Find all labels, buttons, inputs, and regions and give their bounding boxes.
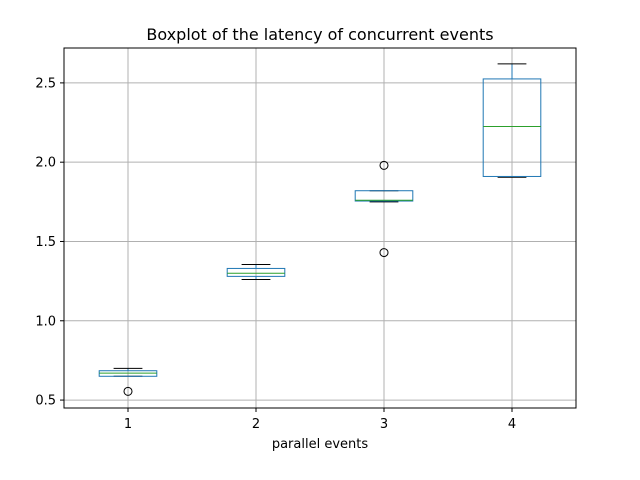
x-tick-label: 3: [380, 417, 388, 432]
box-group-1: [98, 367, 158, 396]
y-tick-label: 1.0: [35, 314, 56, 329]
x-tick-label: 4: [508, 417, 516, 432]
iqr-box: [354, 190, 414, 202]
outlier-point: [379, 248, 389, 258]
chart-title: Boxplot of the latency of concurrent eve…: [146, 25, 493, 44]
plot-frame: [63, 47, 577, 409]
box-group-2: [226, 263, 286, 281]
y-tick-label: 1.5: [35, 235, 56, 250]
x-tick-label: 2: [252, 417, 260, 432]
iqr-box: [482, 78, 542, 177]
box-series: [98, 63, 542, 396]
outlier-point: [123, 386, 133, 396]
gridlines: [64, 48, 576, 408]
outlier-point: [379, 160, 389, 170]
y-axis: 0.5 1.0 1.5 2.0 2.5: [35, 76, 64, 409]
y-tick-label: 0.5: [35, 394, 56, 409]
y-tick-label: 2.0: [35, 156, 56, 171]
box-group-4: [482, 63, 542, 178]
iqr-box: [226, 267, 286, 277]
x-tick-label: 1: [124, 417, 132, 432]
x-axis-label: parallel events: [272, 437, 369, 452]
x-axis: 1 2 3 4: [124, 408, 516, 432]
y-tick-label: 2.5: [35, 76, 56, 91]
box-group-3: [354, 160, 414, 258]
